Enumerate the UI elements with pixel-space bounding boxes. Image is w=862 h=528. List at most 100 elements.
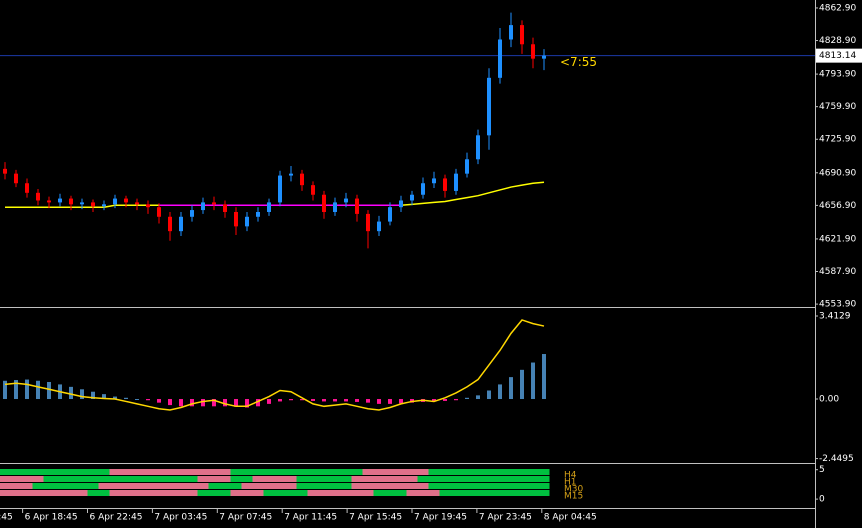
strip-cell <box>307 490 319 496</box>
strip-cell <box>76 469 88 475</box>
strip-cell <box>131 476 143 482</box>
strip-cell <box>120 490 132 496</box>
strip-cell <box>142 490 154 496</box>
strip-cell <box>362 483 374 489</box>
strip-cell <box>527 469 539 475</box>
strip-cell <box>10 476 22 482</box>
histogram-bar <box>256 399 260 407</box>
candle-body <box>344 198 348 203</box>
candle-body <box>234 211 238 227</box>
strip-cell <box>505 490 517 496</box>
strip-cell <box>208 490 220 496</box>
signal-line <box>4 319 545 411</box>
strip-cell <box>274 490 286 496</box>
strip-cell <box>439 490 451 496</box>
strip-cell <box>340 483 352 489</box>
strip-cell <box>329 490 341 496</box>
strip-cell <box>54 469 66 475</box>
strip-cell <box>318 476 330 482</box>
histogram-bar <box>388 399 392 404</box>
strip-cell <box>406 490 418 496</box>
strip-cell <box>527 483 539 489</box>
strip-cell <box>274 476 286 482</box>
histogram-bar <box>179 399 183 407</box>
strip-cell <box>428 476 440 482</box>
candle-body <box>289 173 293 176</box>
strip-cell <box>483 469 495 475</box>
strip-cell <box>153 483 165 489</box>
histogram-bar <box>113 396 117 400</box>
histogram-bar <box>399 399 403 404</box>
strip-cell <box>219 490 231 496</box>
strip-cell <box>329 476 341 482</box>
strip-cell <box>241 483 253 489</box>
strip-cell <box>263 483 275 489</box>
strip-cell <box>87 483 99 489</box>
current-price-box <box>816 48 862 63</box>
histogram-bar <box>509 377 513 400</box>
histogram-bar <box>289 399 293 401</box>
histogram-bar <box>443 399 447 401</box>
strip-cell <box>197 483 209 489</box>
histogram-bar <box>201 399 205 407</box>
candle-body <box>80 202 84 205</box>
y-tick-label: 4828.90 <box>819 36 856 46</box>
strip-cell <box>0 469 11 475</box>
candle-body <box>476 135 480 160</box>
strip-cell <box>98 469 110 475</box>
strip-cell <box>307 476 319 482</box>
strip-cell <box>230 483 242 489</box>
candle-body <box>366 213 370 232</box>
strip-cell <box>197 490 209 496</box>
candle-body <box>190 210 194 217</box>
strip-cell <box>43 483 55 489</box>
histogram-bar <box>146 399 150 401</box>
x-tick-label: 7 Apr 19:45 <box>414 513 467 523</box>
strip-cell <box>164 483 176 489</box>
strip-cell <box>516 483 528 489</box>
strip-cell <box>285 490 297 496</box>
histogram-bar <box>80 389 84 400</box>
strip-label: M15 <box>564 492 583 502</box>
strip-cell <box>120 483 132 489</box>
strip-cell <box>351 469 363 475</box>
strip-cell <box>54 476 66 482</box>
strip-cell <box>197 469 209 475</box>
histogram-bar <box>487 390 491 400</box>
candle-body <box>102 204 106 207</box>
histogram-bar <box>168 399 172 406</box>
histogram-bar <box>300 399 304 401</box>
histogram-bar <box>91 391 95 400</box>
strip-cell <box>263 490 275 496</box>
candle-body <box>399 200 403 208</box>
strip-cell <box>417 469 429 475</box>
strip-cell <box>186 476 198 482</box>
strip-cell <box>329 469 341 475</box>
strip-cell <box>395 476 407 482</box>
strip-cell <box>274 483 286 489</box>
strip-cell <box>230 490 242 496</box>
strip-cell <box>538 483 550 489</box>
strip-cell <box>472 483 484 489</box>
strip-cell <box>538 490 550 496</box>
histogram-bar <box>212 399 216 407</box>
strip-cell <box>186 483 198 489</box>
strip-cell <box>186 469 198 475</box>
strip-cell <box>208 469 220 475</box>
strip-cell <box>274 469 286 475</box>
strip-cell <box>461 476 473 482</box>
current-price-label: 4813.14 <box>819 51 856 61</box>
strip-cell <box>428 483 440 489</box>
strip-cell <box>21 469 33 475</box>
strip-cell <box>516 490 528 496</box>
strip-cell <box>340 469 352 475</box>
strip-cell <box>32 469 44 475</box>
strip-cell <box>538 469 550 475</box>
strip-cell <box>98 476 110 482</box>
y-tick-label: 4656.90 <box>819 201 856 211</box>
strip-cell <box>142 469 154 475</box>
strip-cell <box>241 469 253 475</box>
x-tick-label: 7 Apr 07:45 <box>219 513 272 523</box>
strip-cell <box>43 490 55 496</box>
